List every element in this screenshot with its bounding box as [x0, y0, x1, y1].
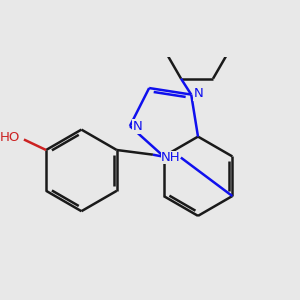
Text: N: N: [194, 87, 203, 100]
Text: N: N: [132, 120, 142, 133]
Text: NH: NH: [160, 151, 180, 164]
Text: HO: HO: [0, 131, 20, 144]
